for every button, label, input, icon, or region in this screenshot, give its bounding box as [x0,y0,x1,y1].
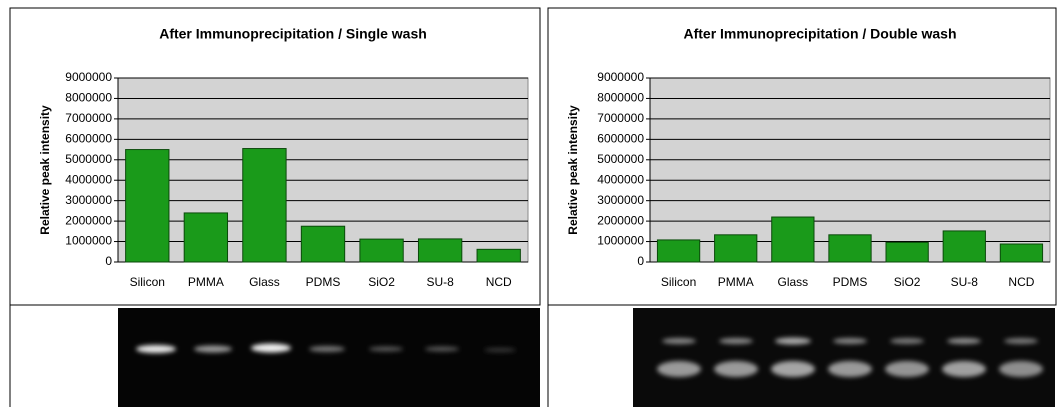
y-tick-label: 7000000 [65,111,112,125]
x-tick-label: PMMA [718,275,754,289]
x-tick-label: SU-8 [426,275,454,289]
y-tick-label: 3000000 [597,193,644,207]
bar [657,240,699,262]
y-tick-label: 8000000 [597,91,644,105]
x-tick-label: PDMS [833,275,868,289]
y-tick-label: 1000000 [597,234,644,248]
y-tick-label: 8000000 [65,91,112,105]
x-tick-label: Silicon [661,275,696,289]
y-tick-label: 2000000 [597,213,644,227]
gel-image [633,308,1055,407]
x-tick-label: NCD [486,275,512,289]
bar [360,239,403,262]
bar [126,150,169,262]
x-tick-label: NCD [1008,275,1034,289]
y-tick-label: 5000000 [65,152,112,166]
bar [1000,244,1042,262]
y-axis-label: Relative peak intensity [566,105,580,235]
bar [943,231,985,262]
bar [243,149,286,262]
chart-title: After Immunoprecipitation / Double wash [683,26,956,42]
x-tick-label: Glass [778,275,809,289]
y-tick-label: 9000000 [597,70,644,84]
bar [301,226,344,262]
y-tick-label: 4000000 [65,172,112,186]
bar [418,239,461,262]
figure: After Immunoprecipitation / Single wash R… [0,0,1060,407]
y-axis-label: Relative peak intensity [38,105,52,235]
gel-image [118,308,540,407]
y-tick-label: 1000000 [65,234,112,248]
y-tick-label: 7000000 [597,111,644,125]
x-tick-label: SiO2 [368,275,395,289]
y-tick-label: 2000000 [65,213,112,227]
y-tick-label: 3000000 [65,193,112,207]
y-tick-label: 0 [637,254,644,268]
y-tick-label: 9000000 [65,70,112,84]
y-tick-label: 6000000 [597,132,644,146]
bar [184,213,227,262]
x-tick-label: SiO2 [894,275,921,289]
bar [772,217,814,262]
y-tick-label: 4000000 [597,172,644,186]
chart-title: After Immunoprecipitation / Single wash [159,26,427,42]
x-tick-label: PMMA [188,275,224,289]
bar [829,235,871,262]
bar [886,242,928,262]
y-tick-label: 5000000 [597,152,644,166]
x-tick-label: Silicon [130,275,165,289]
bar [477,249,520,262]
x-tick-label: PDMS [306,275,341,289]
y-tick-label: 6000000 [65,132,112,146]
x-tick-label: SU-8 [951,275,979,289]
bar [715,235,757,262]
x-tick-label: Glass [249,275,280,289]
y-tick-label: 0 [105,254,112,268]
